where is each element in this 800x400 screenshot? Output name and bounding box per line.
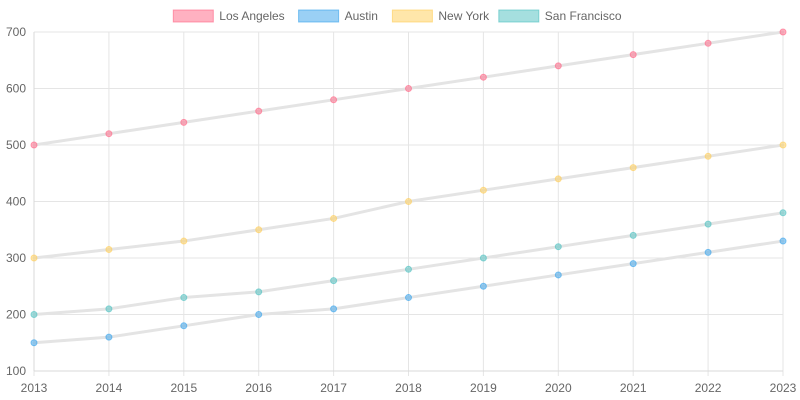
- x-tick-label: 2022: [695, 381, 722, 395]
- x-tick-label: 2019: [470, 381, 497, 395]
- legend-swatch: [298, 9, 340, 23]
- data-point-austin[interactable]: [629, 260, 637, 268]
- data-point-los-angeles[interactable]: [704, 39, 712, 47]
- legend-item-austin[interactable]: Austin: [298, 9, 378, 23]
- data-point-austin[interactable]: [30, 339, 38, 347]
- data-point-new-york[interactable]: [405, 198, 412, 205]
- data-point-new-york[interactable]: [255, 226, 263, 234]
- y-tick-label: 600: [6, 82, 26, 96]
- data-point-los-angeles[interactable]: [255, 107, 263, 115]
- x-tick-label: 2014: [96, 381, 123, 395]
- x-tick-label: 2017: [320, 381, 347, 395]
- data-point-san-francisco[interactable]: [405, 265, 412, 273]
- data-point-los-angeles[interactable]: [779, 28, 787, 36]
- data-point-san-francisco[interactable]: [704, 220, 712, 228]
- data-point-san-francisco[interactable]: [30, 311, 38, 318]
- axes: 100 200 300 400 500 600 700 2013 2014 2015 2016 201…: [6, 25, 797, 395]
- data-point-new-york[interactable]: [30, 254, 38, 262]
- x-tick-label: 2023: [770, 381, 797, 395]
- data-point-san-francisco[interactable]: [479, 254, 487, 262]
- data-point-san-francisco[interactable]: [554, 243, 562, 251]
- data-point-new-york[interactable]: [105, 246, 113, 254]
- data-point-san-francisco[interactable]: [255, 288, 263, 296]
- x-tick-label: 2016: [245, 381, 272, 395]
- y-tick-label: 300: [6, 251, 26, 265]
- data-point-new-york[interactable]: [479, 186, 487, 194]
- data-point-los-angeles[interactable]: [180, 118, 188, 126]
- x-tick-label: 2013: [21, 381, 48, 395]
- y-tick-label: 500: [6, 138, 26, 152]
- data-point-new-york[interactable]: [629, 164, 637, 172]
- series-points: [30, 28, 787, 347]
- data-point-austin[interactable]: [554, 271, 562, 279]
- legend-label: New York: [438, 9, 490, 23]
- legend-swatch: [498, 9, 540, 23]
- legend-item-san-francisco[interactable]: San Francisco: [498, 9, 622, 23]
- legend-swatch: [172, 9, 214, 23]
- data-point-san-francisco[interactable]: [180, 294, 188, 302]
- legend-label: Los Angeles: [219, 9, 284, 23]
- data-point-new-york[interactable]: [330, 214, 338, 222]
- y-tick-label: 400: [6, 195, 26, 209]
- y-tick-label: 100: [6, 364, 26, 378]
- data-point-san-francisco[interactable]: [330, 277, 338, 285]
- x-tick-label: 2018: [395, 381, 422, 395]
- legend-swatch: [391, 9, 433, 23]
- data-point-new-york[interactable]: [779, 141, 787, 149]
- data-point-austin[interactable]: [704, 248, 712, 256]
- y-tick-label: 200: [6, 308, 26, 322]
- x-tick-label: 2021: [620, 381, 647, 395]
- y-tick-label: 700: [6, 25, 26, 39]
- data-point-austin[interactable]: [479, 282, 487, 290]
- data-point-los-angeles[interactable]: [30, 141, 38, 149]
- data-point-los-angeles[interactable]: [629, 51, 637, 59]
- data-point-los-angeles[interactable]: [405, 85, 412, 92]
- x-tick-label: 2015: [170, 381, 197, 395]
- legend-label: San Francisco: [545, 9, 622, 23]
- legend-item-los-angeles[interactable]: Los Angeles: [172, 9, 285, 23]
- data-point-new-york[interactable]: [180, 237, 188, 245]
- data-point-austin[interactable]: [330, 305, 338, 313]
- data-point-austin[interactable]: [180, 322, 188, 330]
- data-point-san-francisco[interactable]: [779, 209, 787, 217]
- data-point-austin[interactable]: [105, 333, 113, 341]
- data-point-los-angeles[interactable]: [479, 73, 487, 81]
- data-point-austin[interactable]: [255, 311, 263, 318]
- data-point-los-angeles[interactable]: [105, 130, 113, 138]
- legend: Los Angeles Austin New York San Francisco: [172, 9, 622, 23]
- data-point-los-angeles[interactable]: [330, 96, 338, 104]
- x-tick-label: 2020: [545, 381, 572, 395]
- legend-item-new-york[interactable]: New York: [391, 9, 490, 23]
- data-point-san-francisco[interactable]: [629, 231, 637, 239]
- legend-label: Austin: [345, 9, 378, 23]
- data-point-austin[interactable]: [405, 294, 412, 302]
- data-point-los-angeles[interactable]: [554, 62, 562, 70]
- data-point-austin[interactable]: [779, 237, 787, 245]
- data-point-new-york[interactable]: [554, 175, 562, 183]
- data-point-san-francisco[interactable]: [105, 305, 113, 313]
- data-point-new-york[interactable]: [704, 152, 712, 160]
